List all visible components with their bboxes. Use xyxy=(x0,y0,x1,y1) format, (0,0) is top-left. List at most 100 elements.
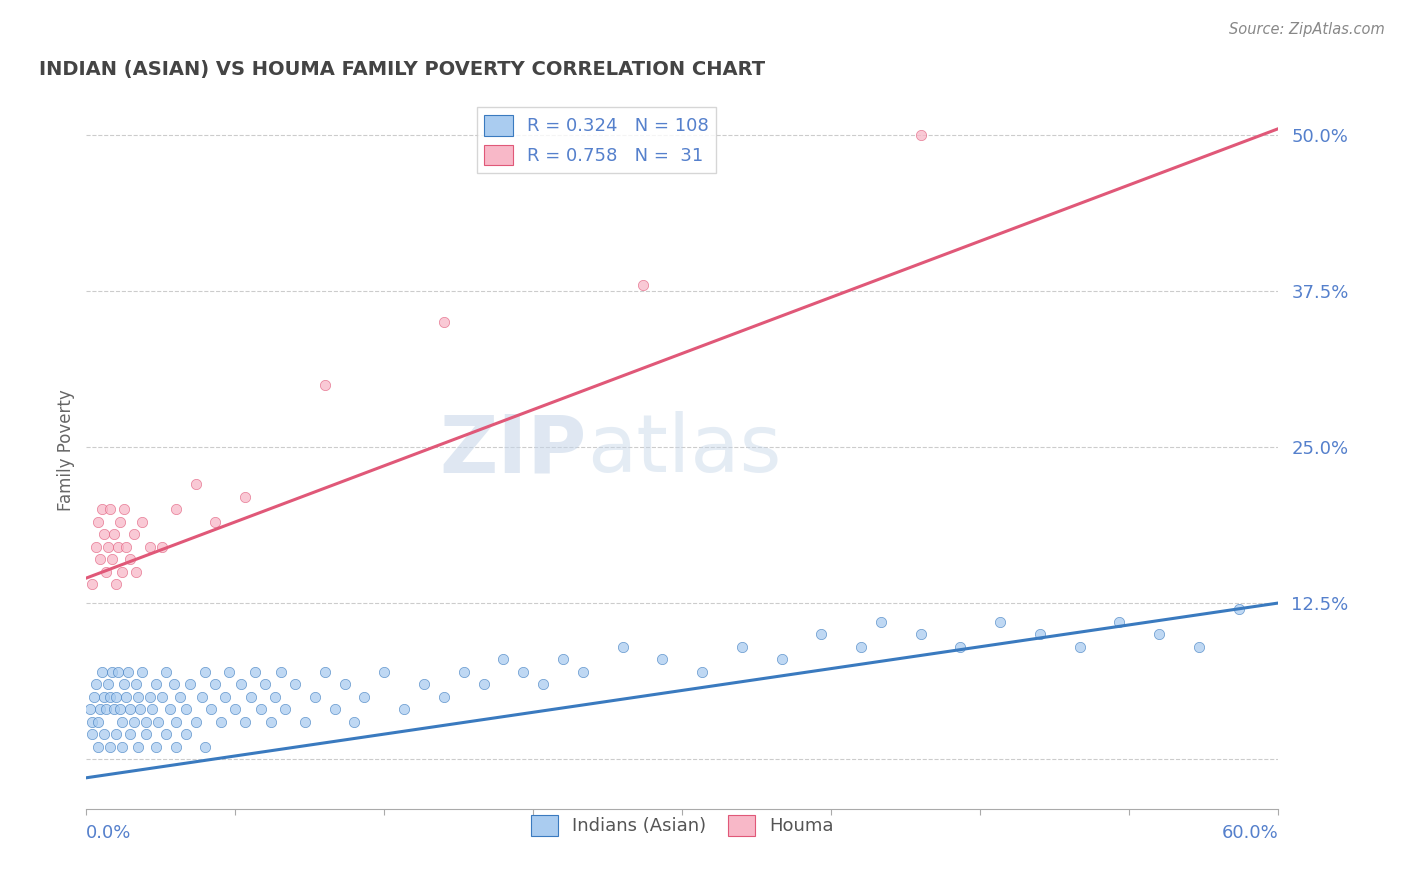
Text: 60.0%: 60.0% xyxy=(1222,824,1278,842)
Text: INDIAN (ASIAN) VS HOUMA FAMILY POVERTY CORRELATION CHART: INDIAN (ASIAN) VS HOUMA FAMILY POVERTY C… xyxy=(38,60,765,78)
Point xyxy=(155,727,177,741)
Point xyxy=(115,540,138,554)
Point xyxy=(392,702,415,716)
Point xyxy=(1029,627,1052,641)
Point xyxy=(125,565,148,579)
Point xyxy=(194,665,217,679)
Point xyxy=(87,714,110,729)
Point xyxy=(155,665,177,679)
Point xyxy=(433,690,456,704)
Point xyxy=(91,665,114,679)
Text: atlas: atlas xyxy=(586,411,782,489)
Point xyxy=(373,665,395,679)
Point xyxy=(270,665,292,679)
Point xyxy=(79,702,101,716)
Point xyxy=(870,615,893,629)
Point xyxy=(174,702,197,716)
Point xyxy=(146,714,169,729)
Point xyxy=(150,690,173,704)
Point xyxy=(910,627,932,641)
Point xyxy=(107,540,129,554)
Point xyxy=(105,690,128,704)
Point xyxy=(97,540,120,554)
Point xyxy=(163,677,186,691)
Point xyxy=(810,627,832,641)
Point xyxy=(165,714,187,729)
Point xyxy=(145,739,167,754)
Point xyxy=(98,502,121,516)
Point xyxy=(204,515,226,529)
Point xyxy=(115,690,138,704)
Point xyxy=(165,502,187,516)
Point xyxy=(117,665,139,679)
Point xyxy=(145,677,167,691)
Point xyxy=(131,515,153,529)
Point xyxy=(127,739,149,754)
Point xyxy=(159,702,181,716)
Point xyxy=(433,315,456,329)
Point xyxy=(1227,602,1250,616)
Point xyxy=(111,739,134,754)
Point xyxy=(82,714,104,729)
Point xyxy=(1147,627,1170,641)
Point xyxy=(97,677,120,691)
Point xyxy=(323,702,346,716)
Point xyxy=(89,702,111,716)
Point xyxy=(125,677,148,691)
Point xyxy=(139,540,162,554)
Point xyxy=(91,502,114,516)
Point xyxy=(150,540,173,554)
Y-axis label: Family Poverty: Family Poverty xyxy=(58,389,75,511)
Point xyxy=(314,665,336,679)
Point xyxy=(98,739,121,754)
Point xyxy=(1069,640,1091,654)
Point xyxy=(233,714,256,729)
Point xyxy=(105,577,128,591)
Point xyxy=(770,652,793,666)
Point xyxy=(231,677,253,691)
Point xyxy=(200,702,222,716)
Point xyxy=(453,665,475,679)
Point xyxy=(89,552,111,566)
Point xyxy=(87,515,110,529)
Point xyxy=(108,702,131,716)
Point xyxy=(512,665,534,679)
Point xyxy=(101,552,124,566)
Point xyxy=(107,665,129,679)
Point xyxy=(353,690,375,704)
Point xyxy=(103,527,125,541)
Point xyxy=(93,527,115,541)
Point xyxy=(343,714,366,729)
Point xyxy=(98,690,121,704)
Point xyxy=(169,690,191,704)
Point xyxy=(413,677,436,691)
Point xyxy=(214,690,236,704)
Point xyxy=(129,702,152,716)
Point xyxy=(294,714,316,729)
Point xyxy=(105,727,128,741)
Point xyxy=(531,677,554,691)
Point xyxy=(209,714,232,729)
Point xyxy=(190,690,212,704)
Point xyxy=(122,714,145,729)
Point xyxy=(87,739,110,754)
Point xyxy=(849,640,872,654)
Point xyxy=(83,690,105,704)
Point xyxy=(131,665,153,679)
Point xyxy=(141,702,163,716)
Point xyxy=(127,690,149,704)
Point xyxy=(174,727,197,741)
Point xyxy=(910,128,932,142)
Point xyxy=(179,677,201,691)
Point xyxy=(184,714,207,729)
Point xyxy=(101,665,124,679)
Point xyxy=(233,490,256,504)
Point xyxy=(243,665,266,679)
Point xyxy=(472,677,495,691)
Point xyxy=(551,652,574,666)
Point xyxy=(218,665,240,679)
Point xyxy=(284,677,307,691)
Point xyxy=(690,665,713,679)
Point xyxy=(112,677,135,691)
Point xyxy=(731,640,754,654)
